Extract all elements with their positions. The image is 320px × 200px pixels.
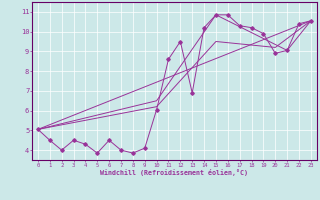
X-axis label: Windchill (Refroidissement éolien,°C): Windchill (Refroidissement éolien,°C) bbox=[100, 169, 248, 176]
